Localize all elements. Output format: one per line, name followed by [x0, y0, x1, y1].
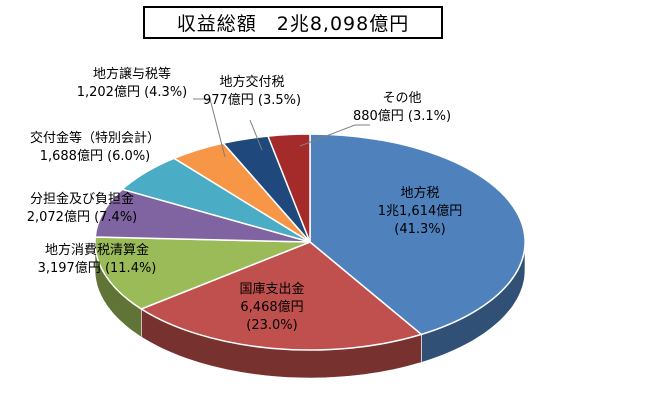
pie-slices: [94, 133, 526, 351]
slice-labels: 地方税 1兆1,614億円 (41.3%) 国庫支出金 6,468億円 (23.0%) 地方…: [27, 66, 463, 333]
pie-slice-2: [94, 236, 311, 310]
pie-slice-7: [266, 133, 311, 243]
slice-value-1: 6,468億円: [240, 299, 303, 315]
slice-name-5: 地方譲与税等: [93, 66, 171, 82]
slice-value-0: 1兆1,614億円: [378, 203, 463, 219]
leader-lines: [193, 98, 370, 158]
slice-name-1: 国庫支出金: [239, 281, 304, 297]
slice-value-6: 977億円 (3.5%): [203, 92, 301, 108]
pie-slice-0: [309, 133, 526, 336]
slice-name-3: 分担金及び負担金: [30, 191, 134, 207]
slice-value-7: 880億円 (3.1%): [353, 108, 451, 124]
slice-percent-0: (41.3%): [394, 222, 445, 237]
slice-value-5: 1,202億円 (4.3%): [77, 84, 188, 100]
slice-value-3: 2,072億円 (7.4%): [27, 209, 138, 225]
pie-slice-3: [94, 188, 311, 243]
slice-name-6: 地方交付税: [219, 74, 284, 90]
slice-name-2: 地方消費税清算金: [45, 242, 149, 258]
leader-line-7: [299, 124, 370, 147]
slice-percent-1: (23.0%): [246, 318, 297, 333]
leader-line-5: [193, 98, 226, 158]
slice-name-0: 地方税: [400, 185, 439, 201]
chart-title: 収益総額 2兆8,098億円: [176, 13, 410, 35]
slice-name-4: 交付金等（特別会計）: [30, 130, 160, 146]
slice-value-4: 1,688億円 (6.0%): [40, 148, 151, 164]
pie-slice-1: [139, 241, 423, 351]
chart-title-box: 収益総額 2兆8,098億円: [143, 6, 443, 39]
leader-line-6: [249, 119, 263, 151]
slice-name-7: その他: [382, 91, 421, 106]
slice-value-2: 3,197億円 (11.4%): [38, 260, 157, 276]
